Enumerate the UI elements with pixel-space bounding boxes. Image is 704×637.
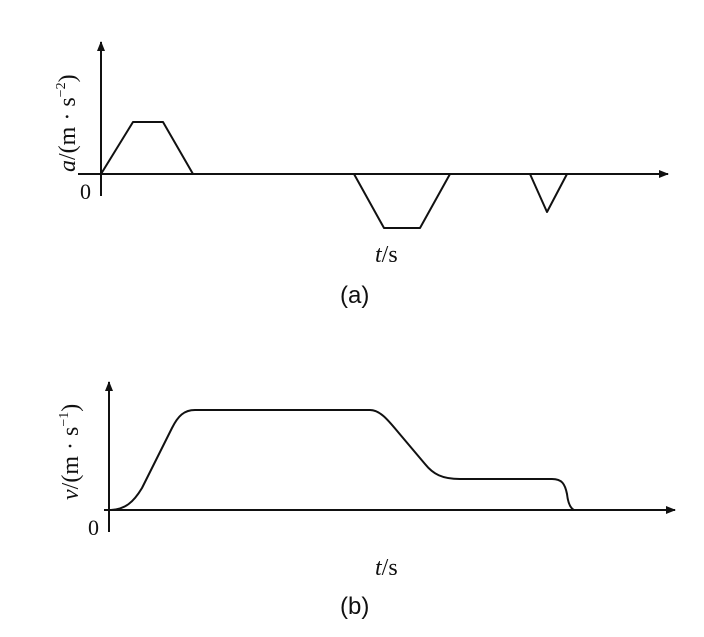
- caption-b: (b): [340, 593, 369, 620]
- y-axis-label-a: a/(m · s−2): [54, 74, 81, 172]
- acceleration-curve: [100, 121, 568, 229]
- plot-b: 0 v/(m · s−1) t/s (b): [57, 381, 676, 620]
- y-axis-label-b: v/(m · s−1): [57, 404, 84, 500]
- x-axis-label-a: t/s: [375, 242, 398, 268]
- x-axis-label-b: t/s: [375, 555, 398, 581]
- plot-a: 0 a/(m · s−2) t/s (a): [54, 41, 669, 309]
- velocity-curve: [110, 409, 575, 511]
- origin-label-a: 0: [80, 179, 91, 204]
- caption-a: (a): [340, 282, 369, 309]
- origin-label-b: 0: [88, 515, 99, 540]
